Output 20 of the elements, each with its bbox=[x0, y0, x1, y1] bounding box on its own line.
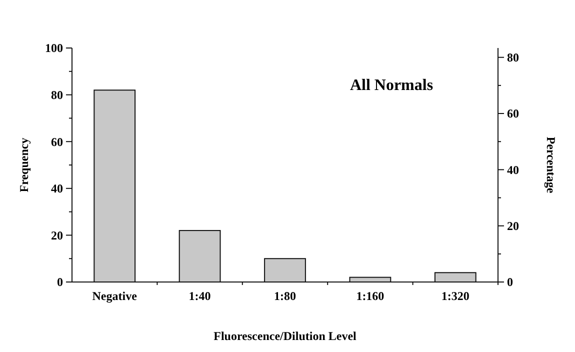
x-tick-label: 1:40 bbox=[188, 289, 211, 303]
y2-axis-title: Percentage bbox=[544, 136, 558, 194]
x-tick-label: 1:320 bbox=[441, 289, 470, 303]
y-axis-title: Frequency bbox=[17, 138, 31, 192]
x-tick-label: 1:80 bbox=[274, 289, 296, 303]
y-tick-label: 0 bbox=[57, 275, 63, 290]
y-tick-label: 20 bbox=[51, 228, 63, 242]
y2-tick-label: 40 bbox=[507, 162, 519, 177]
y-tick-label: 100 bbox=[45, 41, 63, 56]
y-tick-label: 60 bbox=[51, 134, 63, 149]
x-tick-label: Negative bbox=[92, 289, 138, 303]
y2-tick-label: 60 bbox=[507, 106, 519, 121]
y2-tick-label: 20 bbox=[507, 219, 519, 234]
y-tick-label: 40 bbox=[51, 182, 63, 196]
y2-tick-label: 80 bbox=[507, 50, 519, 65]
y2-tick-label: 0 bbox=[507, 275, 513, 290]
text: All Normals bbox=[350, 77, 434, 94]
x-axis-title: Fluorescence/Dilution Level bbox=[214, 329, 358, 343]
x-tick-label: 1:160 bbox=[356, 289, 384, 303]
y-tick-label: 80 bbox=[51, 88, 63, 102]
